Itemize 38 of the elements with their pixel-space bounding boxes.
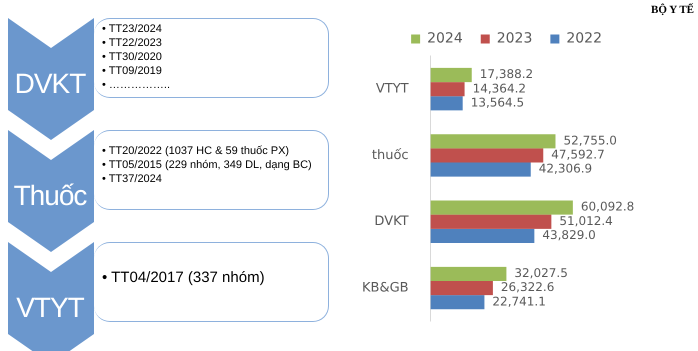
bar xyxy=(430,228,534,243)
y-tick-label: thuốc xyxy=(372,148,409,163)
bar xyxy=(430,148,544,163)
text: DVKT xyxy=(14,67,87,101)
data-label: 17,388.2 xyxy=(480,67,534,82)
bar xyxy=(430,82,465,96)
text: VTYT xyxy=(15,291,86,325)
data-label: 60,092.8 xyxy=(580,200,634,214)
text: Thuốc xyxy=(12,179,88,213)
data-label: 51,012.4 xyxy=(559,214,613,228)
text: • TT04/2017 (337 nhóm) xyxy=(102,268,266,288)
data-label: 32,027.5 xyxy=(514,266,568,280)
data-label: 13,564.5 xyxy=(470,95,524,110)
bar xyxy=(430,68,472,82)
bar xyxy=(430,134,556,148)
bar xyxy=(430,280,493,296)
data-label: 47,592.7 xyxy=(551,148,605,162)
text: • TT20/2022 (1037 HC & 59 thuốc PX) • TT05/2015 (229 nhóm, 349 DL, dạng BC) • TT37/2024 xyxy=(102,144,313,186)
data-label: 42,306.9 xyxy=(538,162,592,176)
data-label: 22,741.1 xyxy=(492,294,546,308)
y-tick-label: VTYT xyxy=(376,82,409,97)
bar xyxy=(430,162,531,177)
data-label: 52,755.0 xyxy=(563,133,617,148)
legend-label: 2024 xyxy=(427,30,463,47)
bar xyxy=(430,295,484,310)
data-label: 43,829.0 xyxy=(542,228,596,242)
legend-label: 2022 xyxy=(566,30,602,47)
legend-label: 2023 xyxy=(496,30,532,47)
bar xyxy=(430,266,506,281)
data-label: 26,322.6 xyxy=(500,280,554,294)
text: BỘ Y TẾ xyxy=(651,4,694,16)
bar xyxy=(430,96,463,110)
bar xyxy=(430,200,573,215)
bar xyxy=(430,214,552,229)
data-label: 14,364.2 xyxy=(472,81,526,96)
y-tick-label: DVKT xyxy=(374,214,409,230)
text: • TT23/2024 • TT22/2023 • TT30/2020 • TT09/2019 • …………….. xyxy=(102,22,172,92)
y-tick-label: KB&GB xyxy=(362,280,409,296)
